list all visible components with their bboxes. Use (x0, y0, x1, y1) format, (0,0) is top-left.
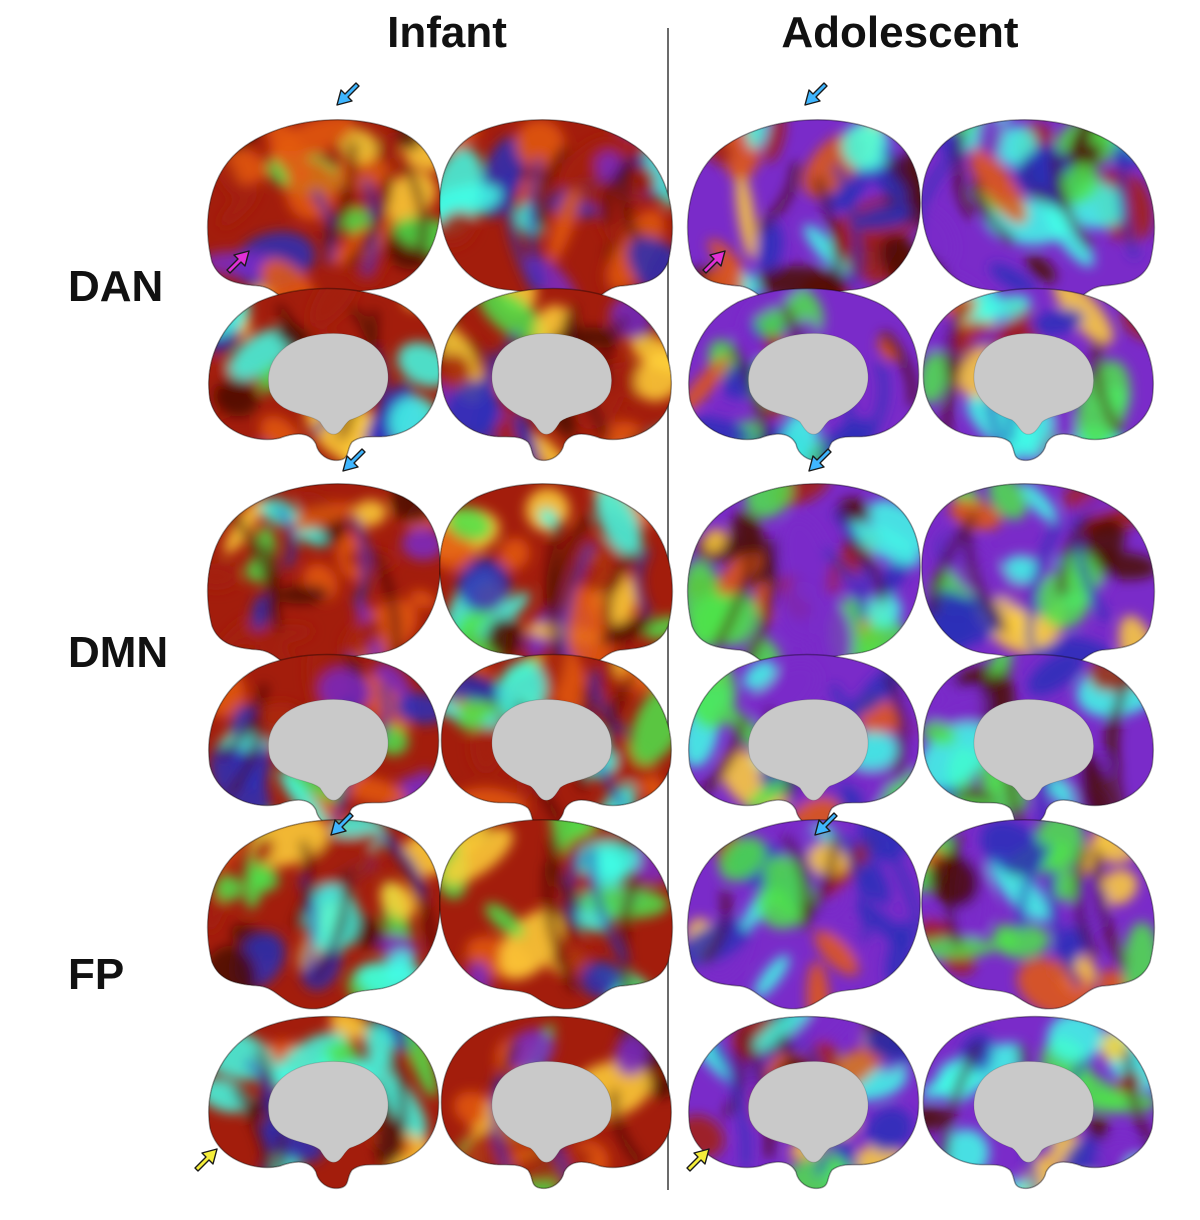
dmn-adolescent-medial-right (922, 653, 1154, 828)
dan-adolescent-lateral-right (921, 119, 1156, 310)
dan-adolescent-medial-right (922, 287, 1154, 462)
fp-infant-lateral-right (439, 819, 674, 1010)
dan-adolescent-lateral-left (686, 119, 921, 310)
row-label-fp: FP (68, 950, 125, 999)
dmn-infant-medial-right (440, 653, 672, 828)
dan-adolescent-magenta-arrow (702, 250, 726, 274)
fp-adolescent-medial-left (688, 1015, 920, 1190)
dmn-infant-blue-arrow (342, 448, 366, 472)
fp-infant-blue-arrow (330, 812, 354, 836)
row-label-dan: DAN (68, 262, 164, 311)
column-title-adolescent: Adolescent (781, 8, 1019, 57)
fp-infant-yellow-arrow (194, 1148, 218, 1172)
fp-infant-lateral-left (206, 819, 441, 1010)
dan-infant-lateral-right (439, 119, 674, 310)
fp-adolescent-blue-arrow (814, 812, 838, 836)
dmn-infant-lateral-right (439, 483, 674, 674)
dan-adolescent-blue-arrow (804, 82, 828, 106)
fp-adolescent-lateral-right (921, 819, 1156, 1010)
dan-adolescent-medial-left (688, 287, 920, 462)
dmn-adolescent-blue-arrow (808, 448, 832, 472)
dmn-adolescent-medial-left (688, 653, 920, 828)
dan-infant-lateral-left (206, 119, 441, 310)
fp-adolescent-medial-right (922, 1015, 1154, 1190)
fp-adolescent-yellow-arrow (686, 1148, 710, 1172)
dmn-infant-medial-left (208, 653, 440, 828)
fp-infant-medial-right (440, 1015, 672, 1190)
dan-infant-medial-right (440, 287, 672, 462)
dmn-infant-lateral-left (206, 483, 441, 674)
row-label-dmn: DMN (68, 628, 169, 677)
dmn-adolescent-lateral-right (921, 483, 1156, 674)
fp-adolescent-lateral-left (686, 819, 921, 1010)
dan-infant-magenta-arrow (226, 250, 250, 274)
column-title-infant: Infant (387, 8, 507, 57)
dan-infant-blue-arrow (336, 82, 360, 106)
dan-infant-medial-left (208, 287, 440, 462)
fp-infant-medial-left (208, 1015, 440, 1190)
brain-network-figure: Infant Adolescent DAN DMN FP (68, 8, 1156, 1190)
